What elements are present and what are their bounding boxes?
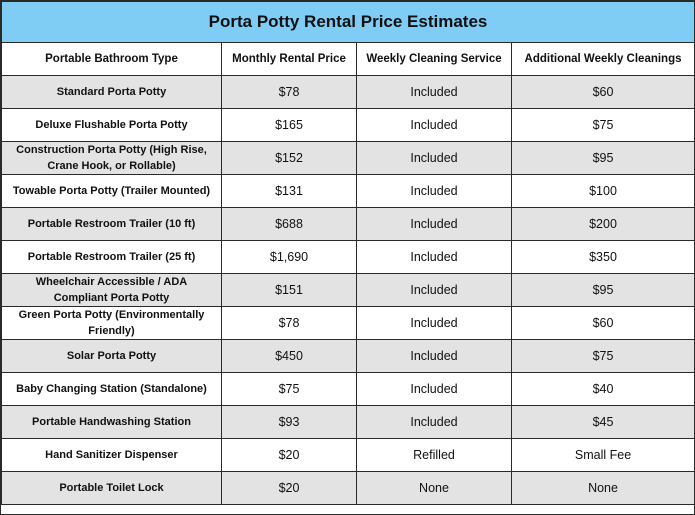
table-row: Towable Porta Potty (Trailer Mounted) $1… — [1, 174, 695, 208]
cell-additional-cleanings: $60 — [510, 75, 695, 109]
cell-weekly-cleaning: Refilled — [356, 438, 512, 472]
cell-type: Hand Sanitizer Dispenser — [1, 438, 222, 472]
cell-type: Portable Handwashing Station — [1, 405, 222, 439]
table-row: Portable Restroom Trailer (25 ft) $1,690… — [1, 240, 695, 274]
cell-monthly-price: $688 — [221, 207, 357, 241]
cell-monthly-price: $131 — [221, 174, 357, 208]
cell-additional-cleanings: $95 — [510, 141, 695, 175]
cell-type: Portable Restroom Trailer (25 ft) — [1, 240, 222, 274]
cell-weekly-cleaning: Included — [356, 75, 512, 109]
table-row: Portable Handwashing Station $93 Include… — [1, 405, 695, 439]
cell-monthly-price: $78 — [221, 75, 357, 109]
cell-additional-cleanings: $95 — [510, 273, 695, 307]
column-header-type: Portable Bathroom Type — [1, 42, 222, 76]
cell-weekly-cleaning: Included — [356, 372, 512, 406]
cell-type: Deluxe Flushable Porta Potty — [1, 108, 222, 142]
cell-monthly-price: $75 — [221, 372, 357, 406]
table-row: Standard Porta Potty $78 Included $60 — [1, 75, 695, 109]
cell-weekly-cleaning: Included — [356, 141, 512, 175]
cell-additional-cleanings: $75 — [510, 339, 695, 373]
cell-monthly-price: $20 — [221, 438, 357, 472]
cell-type: Construction Porta Potty (High Rise, Cra… — [1, 141, 222, 175]
cell-monthly-price: $152 — [221, 141, 357, 175]
cell-additional-cleanings: Small Fee — [510, 438, 695, 472]
header-row: Portable Bathroom Type Monthly Rental Pr… — [1, 42, 695, 76]
column-header-monthly-price: Monthly Rental Price — [221, 42, 357, 76]
table-title: Porta Potty Rental Price Estimates — [0, 1, 695, 43]
cell-monthly-price: $20 — [221, 471, 357, 505]
cell-weekly-cleaning: Included — [356, 405, 512, 439]
table-row: Solar Porta Potty $450 Included $75 — [1, 339, 695, 373]
cell-weekly-cleaning: None — [356, 471, 512, 505]
cell-additional-cleanings: $75 — [510, 108, 695, 142]
cell-type: Standard Porta Potty — [1, 75, 222, 109]
cell-additional-cleanings: $60 — [510, 306, 695, 340]
table-row: Green Porta Potty (Environmentally Frien… — [1, 306, 695, 340]
cell-type: Wheelchair Accessible / ADA Compliant Po… — [1, 273, 222, 307]
column-header-additional-cleanings: Additional Weekly Cleanings — [510, 42, 695, 76]
cell-weekly-cleaning: Included — [356, 174, 512, 208]
table-row: Portable Restroom Trailer (10 ft) $688 I… — [1, 207, 695, 241]
table-row: Deluxe Flushable Porta Potty $165 Includ… — [1, 108, 695, 142]
table-row: Baby Changing Station (Standalone) $75 I… — [1, 372, 695, 406]
cell-type: Towable Porta Potty (Trailer Mounted) — [1, 174, 222, 208]
table-row: Wheelchair Accessible / ADA Compliant Po… — [1, 273, 695, 307]
cell-monthly-price: $165 — [221, 108, 357, 142]
cell-weekly-cleaning: Included — [356, 240, 512, 274]
cell-weekly-cleaning: Included — [356, 306, 512, 340]
cell-additional-cleanings: $200 — [510, 207, 695, 241]
cell-type: Green Porta Potty (Environmentally Frien… — [1, 306, 222, 340]
cell-type: Baby Changing Station (Standalone) — [1, 372, 222, 406]
cell-weekly-cleaning: Included — [356, 339, 512, 373]
cell-weekly-cleaning: Included — [356, 207, 512, 241]
price-table: Porta Potty Rental Price Estimates Porta… — [0, 1, 695, 505]
cell-monthly-price: $93 — [221, 405, 357, 439]
cell-monthly-price: $78 — [221, 306, 357, 340]
cell-additional-cleanings: $100 — [510, 174, 695, 208]
cell-type: Portable Restroom Trailer (10 ft) — [1, 207, 222, 241]
cell-monthly-price: $151 — [221, 273, 357, 307]
title-row: Porta Potty Rental Price Estimates — [0, 1, 695, 43]
cell-monthly-price: $1,690 — [221, 240, 357, 274]
cell-additional-cleanings: None — [510, 471, 695, 505]
cell-additional-cleanings: $45 — [510, 405, 695, 439]
cell-additional-cleanings: $40 — [510, 372, 695, 406]
table-row: Hand Sanitizer Dispenser $20 Refilled Sm… — [1, 438, 695, 472]
column-header-weekly-cleaning: Weekly Cleaning Service — [356, 42, 512, 76]
cell-type: Solar Porta Potty — [1, 339, 222, 373]
cell-weekly-cleaning: Included — [356, 273, 512, 307]
table-row: Construction Porta Potty (High Rise, Cra… — [1, 141, 695, 175]
cell-monthly-price: $450 — [221, 339, 357, 373]
cell-type: Portable Toilet Lock — [1, 471, 222, 505]
table-row: Portable Toilet Lock $20 None None — [1, 471, 695, 505]
cell-weekly-cleaning: Included — [356, 108, 512, 142]
cell-additional-cleanings: $350 — [510, 240, 695, 274]
